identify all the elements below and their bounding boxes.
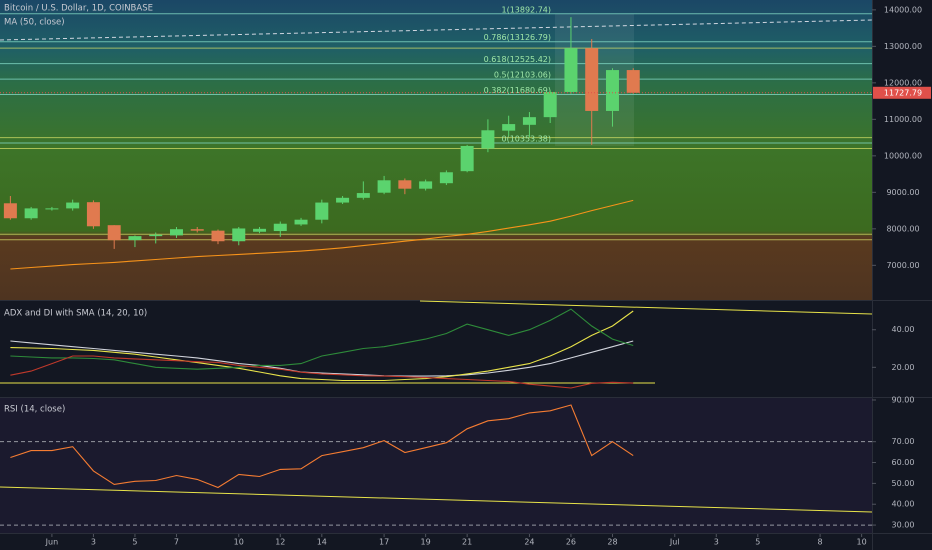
y-tick-label: 13000.00 (884, 42, 922, 51)
x-tick-label: 12 (275, 538, 285, 547)
y-tick-label: 11000.00 (884, 115, 922, 124)
y-tick-label: 30.00 (892, 521, 915, 530)
fib-label: 0(10353.38) (501, 134, 551, 143)
candle-body (128, 236, 142, 241)
last-price-label: 11727.79 (884, 88, 922, 97)
last-price-box (873, 86, 931, 99)
fib-label: 0.618(12525.42) (484, 55, 551, 64)
x-tick-label: 19 (421, 538, 431, 547)
candle-body (3, 203, 17, 219)
x-tick-label: 5 (132, 538, 137, 547)
y-tick-label: 9000.00 (886, 188, 919, 197)
candle-body (543, 91, 557, 118)
candle-body (273, 223, 287, 232)
candle-body (502, 124, 516, 131)
y-tick-label: 40.00 (892, 500, 915, 509)
indicator-line (10, 308, 634, 370)
candle-body (481, 130, 495, 149)
ma-legend: MA (50, close) (4, 18, 65, 28)
x-tick-label: 17 (379, 538, 389, 547)
candle-body (190, 229, 204, 231)
candle-body (107, 225, 121, 241)
candle-body (439, 172, 453, 184)
candle-body (169, 229, 183, 236)
candle-body (149, 234, 163, 237)
x-tick-label: 10 (234, 538, 244, 547)
candle-body (605, 70, 619, 111)
y-tick-label: 10000.00 (884, 151, 922, 160)
rsi-trend-line (0, 486, 873, 513)
main-pane (0, 0, 872, 300)
fib-label: 0.786(13126.79) (484, 33, 551, 42)
candle-body (294, 219, 308, 225)
y-tick-label: 50.00 (892, 479, 915, 488)
candle-body (398, 180, 412, 189)
indicator-line (10, 355, 634, 389)
candle-body (253, 228, 267, 232)
candle-body (564, 48, 578, 92)
x-tick-label: 7 (174, 538, 179, 547)
ma-line (10, 199, 634, 270)
y-tick-label: 8000.00 (886, 224, 919, 233)
x-tick-label: 14 (317, 538, 327, 547)
candle-body (522, 117, 536, 125)
candle-body (232, 228, 246, 242)
x-tick-label: 24 (524, 538, 534, 547)
y-tick-label: 20.00 (892, 363, 915, 372)
candle-body (86, 202, 100, 227)
trend-line (0, 19, 873, 41)
candle-body (66, 202, 80, 209)
x-tick-label: Jun (45, 538, 59, 547)
candle-body (45, 208, 59, 210)
adx-trend-line (419, 300, 873, 315)
x-tick-label: 28 (607, 538, 617, 547)
candle-body (356, 193, 370, 198)
rsi-pane (0, 398, 872, 533)
candle-body (626, 70, 640, 93)
symbol-title: Bitcoin / U.S. Dollar, 1D, COINBASE (4, 4, 153, 14)
fib-label: 1(13892.74) (501, 5, 551, 14)
indicator-line (10, 404, 634, 489)
y-tick-label: 7000.00 (886, 261, 919, 270)
adx-title: ADX and DI with SMA (14, 20, 10) (4, 309, 147, 319)
candle-body (211, 230, 225, 242)
x-tick-label: 21 (462, 538, 472, 547)
y-tick-label: 14000.00 (884, 5, 922, 14)
indicator-line (10, 340, 634, 377)
x-tick-label: 3 (91, 538, 96, 547)
x-tick-label: 8 (818, 538, 823, 547)
candle-body (377, 180, 391, 193)
y-tick-label: 90.00 (892, 395, 915, 404)
x-tick-label: Jul (669, 538, 680, 547)
candle-body (419, 181, 433, 189)
y-tick-label: 40.00 (892, 325, 915, 334)
y-tick-label: 60.00 (892, 458, 915, 467)
marks: 7000.008000.009000.0010000.0011000.00120… (0, 5, 931, 547)
candle-body (315, 202, 329, 220)
candle-body (336, 197, 350, 203)
candle-body (24, 208, 38, 219)
candle-body (585, 48, 599, 111)
candle-body (460, 145, 474, 172)
x-tick-label: 10 (857, 538, 867, 547)
indicator-line (10, 310, 634, 382)
x-tick-label: 3 (714, 538, 719, 547)
rsi-title: RSI (14, close) (4, 405, 65, 415)
x-tick-label: 5 (755, 538, 760, 547)
y-tick-label: 12000.00 (884, 78, 922, 87)
y-tick-label: 70.00 (892, 437, 915, 446)
fib-label: 0.382(11680.69) (484, 86, 551, 95)
fib-label: 0.5(12103.06) (494, 71, 551, 80)
x-tick-label: 26 (566, 538, 576, 547)
